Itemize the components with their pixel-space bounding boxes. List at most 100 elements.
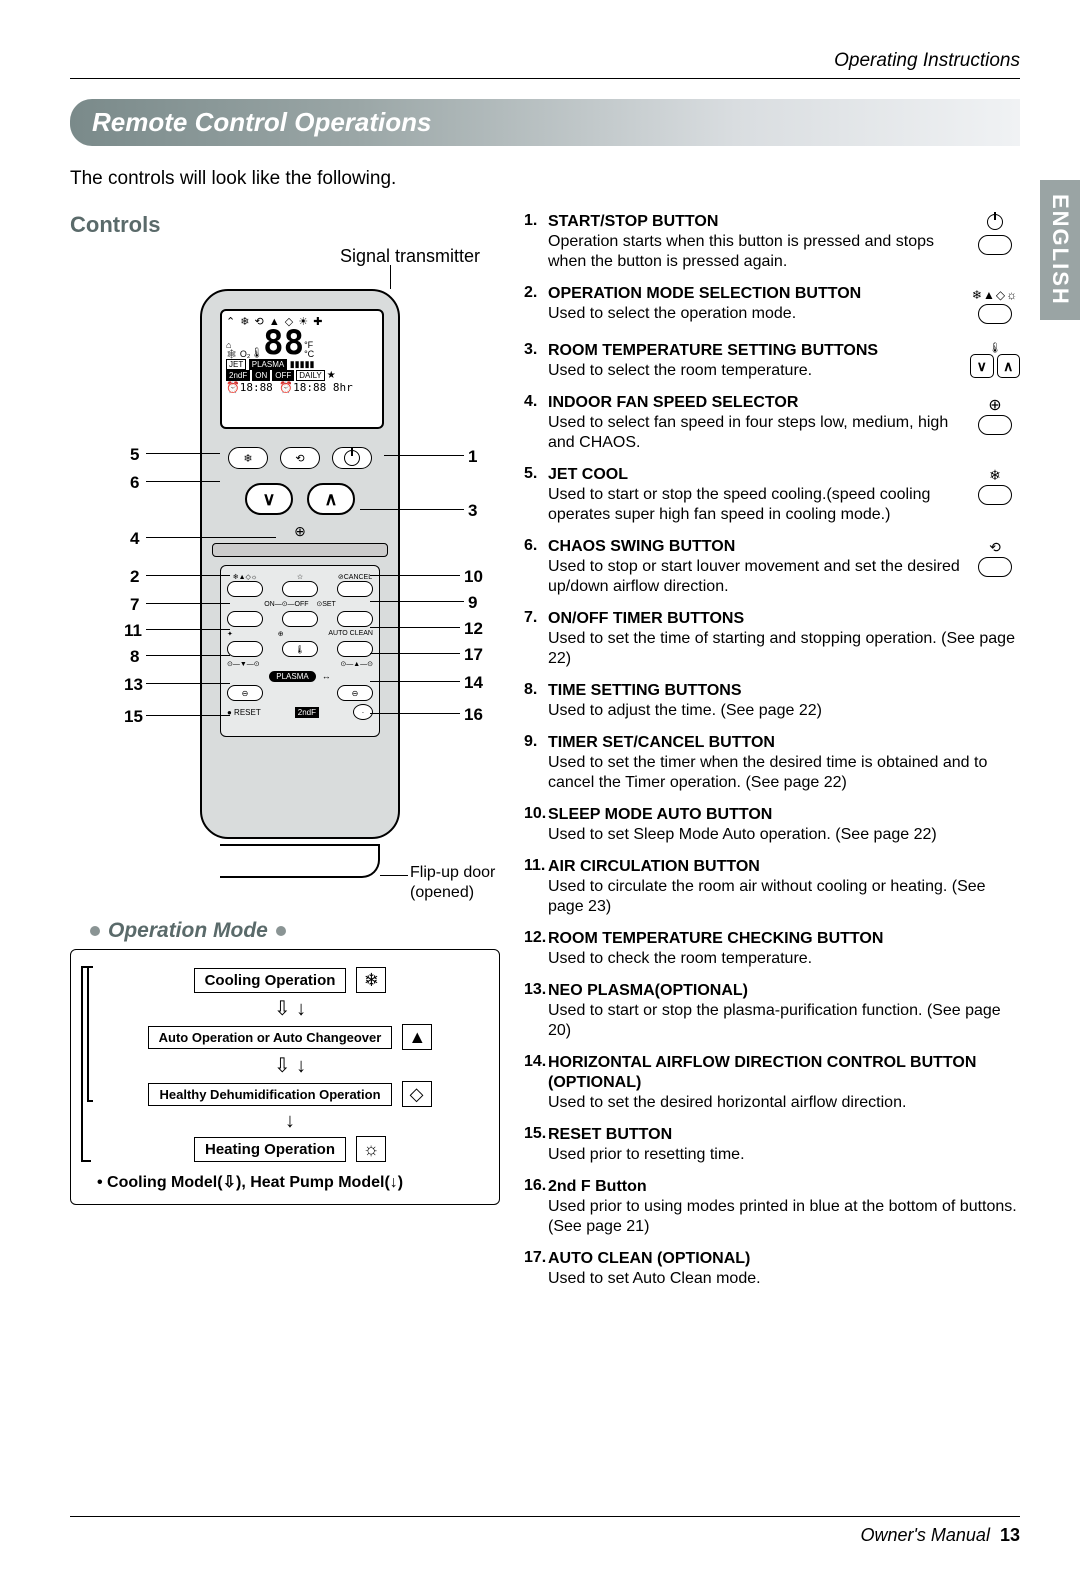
2ndf-label: 2ndF <box>295 707 319 718</box>
snowflake-icon: ❄ <box>356 967 386 993</box>
lcd-on: ON <box>252 370 270 381</box>
plasma-label: PLASMA <box>269 671 315 682</box>
item-body: HORIZONTAL AIRFLOW DIRECTION CONTROL BUT… <box>548 1053 1020 1113</box>
item-desc: Used to start or stop the plasma-purific… <box>548 1002 1001 1039</box>
item-number: 1. <box>524 212 548 272</box>
flip-door-label-2: (opened) <box>410 884 474 902</box>
callout-12: 12 <box>464 619 483 639</box>
callout-6: 6 <box>130 473 139 493</box>
item-row: 10.SLEEP MODE AUTO BUTTONUsed to set Sle… <box>524 805 1020 845</box>
item-number: 6. <box>524 537 548 597</box>
remote-body: ⌃ ❄ ⟲ ▲ ◇ ☀ ✚ ⌂🕸 O₂ 🌡 88 °F°C JET PLASMA… <box>200 289 400 839</box>
item-row: 8.TIME SETTING BUTTONS Used to adjust the… <box>524 681 1020 721</box>
bullet-icon <box>90 926 100 936</box>
lcd-daily: DAILY <box>296 370 325 381</box>
set-btn <box>337 611 373 627</box>
item-body: TIME SETTING BUTTONS Used to adjust the t… <box>548 681 1020 721</box>
item-row: 4.INDOOR FAN SPEED SELECTORUsed to selec… <box>524 393 1020 453</box>
item-desc: Used to set Sleep Mode Auto operation. (… <box>548 826 937 843</box>
loop-bracket-inner <box>87 966 93 1102</box>
temp-up-button: ∧ <box>307 483 355 515</box>
callout-14: 14 <box>464 673 483 693</box>
callout-1: 1 <box>468 447 477 467</box>
item-icon <box>970 393 1020 453</box>
controls-heading: Controls <box>70 212 500 238</box>
item-number: 10. <box>524 805 548 845</box>
op-dehum: Healthy Dehumidification Operation <box>148 1083 391 1106</box>
item-row: 17.AUTO CLEAN (OPTIONAL)Used to set Auto… <box>524 1249 1020 1289</box>
right-column: 1.START/STOP BUTTONOperation starts when… <box>524 212 1020 1301</box>
operation-mode-title-text: Operation Mode <box>108 919 268 943</box>
callout-8: 8 <box>130 647 139 667</box>
lcd-plasma-badge: PLASMA <box>249 359 287 370</box>
swing-button-icon: ⟲ <box>280 447 320 469</box>
item-row: 3.ROOM TEMPERATURE SETTING BUTTONSUsed t… <box>524 341 1020 381</box>
item-desc: Used to adjust the time. (See page 22) <box>548 702 822 719</box>
sleep-btn <box>282 581 318 597</box>
callout-10: 10 <box>464 567 483 587</box>
op-arrow: ↓ <box>97 1110 483 1133</box>
remote-diagram: ⌃ ❄ ⟲ ▲ ◇ ☀ ✚ ⌂🕸 O₂ 🌡 88 °F°C JET PLASMA… <box>70 269 500 909</box>
item-number: 8. <box>524 681 548 721</box>
item-title: AIR CIRCULATION BUTTON <box>548 858 760 875</box>
airflow-btn: ⊖ <box>337 685 373 701</box>
hinge <box>212 543 388 557</box>
lcd-screen: ⌃ ❄ ⟲ ▲ ◇ ☀ ✚ ⌂🕸 O₂ 🌡 88 °F°C JET PLASMA… <box>220 309 384 429</box>
lower-panel: ❄▲◇☼ ☆ ⊘CANCEL ON—⊙—OFF ⊙SET ✦⊕AUTO CLEA… <box>220 565 380 737</box>
item-number: 9. <box>524 733 548 793</box>
operation-mode-heading: Operation Mode <box>90 919 500 943</box>
item-body: START/STOP BUTTONOperation starts when t… <box>548 212 970 272</box>
plasma-btn: ⊖ <box>227 685 263 701</box>
op-note: • Cooling Model(⇩), Heat Pump Model(↓) <box>97 1172 483 1192</box>
item-row: 13.NEO PLASMA(OPTIONAL)Used to start or … <box>524 981 1020 1041</box>
callout-2: 2 <box>130 567 139 587</box>
item-number: 14. <box>524 1053 548 1113</box>
item-row: 12.ROOM TEMPERATURE CHECKING BUTTONUsed … <box>524 929 1020 969</box>
power-button-icon <box>332 447 372 469</box>
item-body: INDOOR FAN SPEED SELECTORUsed to select … <box>548 393 970 453</box>
item-title: TIME SETTING BUTTONS <box>548 682 741 699</box>
item-desc: Used to circulate the room air without c… <box>548 878 986 915</box>
item-number: 2. <box>524 284 548 329</box>
item-row: 14.HORIZONTAL AIRFLOW DIRECTION CONTROL … <box>524 1053 1020 1113</box>
operation-mode-box: Cooling Operation ❄ ⇩ ↓ Auto Operation o… <box>70 949 500 1205</box>
bullet-icon <box>276 926 286 936</box>
item-desc: Used to set the time of starting and sto… <box>548 630 1015 667</box>
item-title: NEO PLASMA(OPTIONAL) <box>548 982 748 999</box>
item-icon <box>970 465 1020 525</box>
item-row: 16.2nd F ButtonUsed prior to using modes… <box>524 1177 1020 1237</box>
temp-down-button: ∨ <box>245 483 293 515</box>
op-auto: Auto Operation or Auto Changeover <box>148 1026 393 1049</box>
item-desc: Used to set the timer when the desired t… <box>548 754 987 791</box>
item-body: SLEEP MODE AUTO BUTTONUsed to set Sleep … <box>548 805 1020 845</box>
item-body: JET COOLUsed to start or stop the speed … <box>548 465 970 525</box>
circ-btn <box>227 641 263 657</box>
item-title: ON/OFF TIMER BUTTONS <box>548 610 744 627</box>
on-btn <box>227 611 263 627</box>
item-icon: ❄▲◇☼ <box>970 284 1020 329</box>
callout-15: 15 <box>124 707 143 727</box>
item-number: 12. <box>524 929 548 969</box>
title-bar: Remote Control Operations <box>70 99 1020 146</box>
item-body: AIR CIRCULATION BUTTON Used to circulate … <box>548 857 1020 917</box>
item-title: ROOM TEMPERATURE CHECKING BUTTON <box>548 930 883 947</box>
item-number: 5. <box>524 465 548 525</box>
signal-transmitter-label: Signal transmitter <box>70 246 480 267</box>
jet-button-icon: ❄ <box>228 447 268 469</box>
callout-5: 5 <box>130 445 139 465</box>
item-row: 7.ON/OFF TIMER BUTTONSUsed to set the ti… <box>524 609 1020 669</box>
item-row: 15.RESET BUTTONUsed prior to resetting t… <box>524 1125 1020 1165</box>
temp-check-btn: 🌡 <box>282 641 318 657</box>
item-desc: Used to stop or start louver movement an… <box>548 558 960 595</box>
item-body: ROOM TEMPERATURE SETTING BUTTONSUsed to … <box>548 341 970 381</box>
item-icon: 🌡∨∧ <box>970 341 1020 381</box>
op-arrow: ⇩ ↓ <box>97 996 483 1021</box>
intro-text: The controls will look like the followin… <box>70 168 1020 190</box>
item-title: HORIZONTAL AIRFLOW DIRECTION CONTROL BUT… <box>548 1054 976 1091</box>
autoclean-btn <box>337 641 373 657</box>
item-title: 2nd F Button <box>548 1178 647 1195</box>
item-desc: Used to select the operation mode. <box>548 305 796 322</box>
header-section: Operating Instructions <box>70 50 1020 79</box>
lcd-timers: ⏰18:88 ⏰18:88 8hr <box>226 381 378 394</box>
item-title: START/STOP BUTTON <box>548 213 718 230</box>
